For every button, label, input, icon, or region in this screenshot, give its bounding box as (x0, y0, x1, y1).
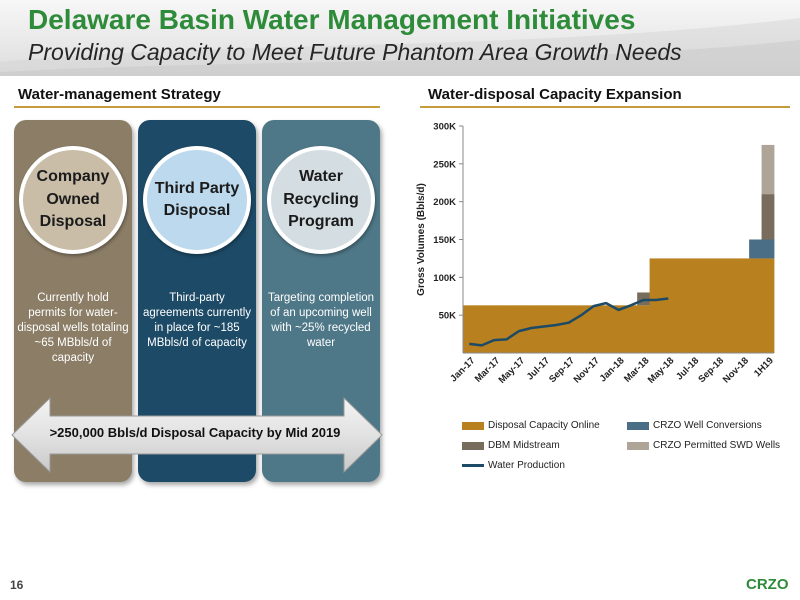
y-axis-label: Gross Volumes (Bbls/d) (416, 183, 427, 296)
legend-swatch (627, 421, 649, 430)
bar-segment (487, 305, 501, 353)
bar-segment (662, 258, 675, 353)
header-band: Delaware Basin Water Management Initiati… (0, 0, 800, 76)
page-title: Delaware Basin Water Management Initiati… (28, 4, 636, 35)
legend-item: Disposal Capacity Online (462, 420, 600, 431)
bar-segment (537, 305, 551, 353)
strategy-heading-rule (14, 106, 380, 108)
pillar-circle-recycling: Water Recycling Program (267, 146, 375, 254)
bar-segment (749, 258, 762, 353)
legend-label: CRZO Well Conversions (653, 420, 762, 431)
pillar-circle-third-party: Third Party Disposal (143, 146, 251, 254)
bar-segment (637, 305, 650, 353)
x-tick-label: May-18 (646, 355, 677, 386)
pillar-title: Company Owned Disposal (36, 168, 110, 231)
legend-item: CRZO Permitted SWD Wells (627, 440, 780, 451)
capacity-banner: >250,000 Bbls/d Disposal Capacity by Mid… (49, 425, 341, 440)
bar-segment (761, 144, 775, 195)
legend-swatch (462, 421, 484, 430)
bar-segment (724, 258, 738, 353)
bar-segment (761, 194, 775, 240)
bar-segment (761, 239, 775, 259)
x-tick-label: Jan-17 (448, 355, 477, 384)
x-tick-label: Nov-18 (721, 355, 751, 385)
pillar-description: Third-party agreements currently in plac… (142, 292, 252, 349)
x-tick-label: Jan-18 (598, 355, 627, 384)
y-tick-label: 250K (433, 159, 456, 170)
legend-label: Water Production (488, 460, 565, 471)
bar-segment (711, 258, 725, 353)
legend-line (462, 464, 484, 467)
bar-segment (463, 305, 476, 353)
bar-segment (736, 258, 750, 353)
legend-item: DBM Midstream (462, 440, 560, 451)
x-tick-label: 1H19 (752, 355, 776, 379)
page-subtitle: Providing Capacity to Meet Future Phanto… (28, 39, 682, 65)
legend-swatch (462, 441, 484, 450)
bar-segment (599, 305, 613, 353)
bar-segment (686, 258, 700, 353)
pillar-description: Currently hold permits for water-disposa… (17, 292, 129, 364)
bar-segment (699, 258, 713, 353)
strategy-heading: Water-management Strategy (18, 86, 221, 103)
bar-segment (749, 239, 762, 259)
bar-segment (624, 305, 638, 353)
pillar-title: Third Party Disposal (154, 179, 240, 219)
x-tick-label: May-17 (497, 355, 528, 386)
y-tick-label: 300K (433, 122, 456, 133)
pillar-title: Water Recycling Program (283, 168, 359, 231)
header-swoosh-decoration (0, 18, 800, 76)
bar-segment (475, 305, 489, 353)
legend-label: DBM Midstream (488, 440, 560, 451)
pillar-circle-company-owned: Company Owned Disposal (19, 146, 127, 254)
bar-segment (562, 305, 576, 353)
bar-segment (550, 305, 563, 353)
y-tick-label: 100K (433, 273, 456, 284)
legend-item: CRZO Well Conversions (627, 420, 762, 431)
bar-segment (612, 305, 626, 353)
legend-swatch (627, 441, 649, 450)
company-logo: CRZO (746, 576, 789, 593)
bar-segment (649, 258, 663, 353)
capacity-chart: 50K100K150K200K250K300KJan-17Mar-17May-1… (416, 122, 776, 386)
bar-segment (674, 258, 688, 353)
chart-heading-rule (420, 106, 790, 108)
bar-segment (587, 305, 601, 353)
legend-label: CRZO Permitted SWD Wells (653, 440, 781, 451)
y-tick-label: 150K (433, 235, 456, 246)
pillar-description: Targeting completion of an upcoming well… (267, 292, 375, 349)
bar-segment (761, 258, 775, 353)
x-tick-label: Sep-17 (547, 355, 577, 385)
y-tick-label: 50K (439, 311, 457, 322)
legend-item: Water Production (462, 460, 565, 471)
y-tick-label: 200K (433, 197, 456, 208)
bar-segment (500, 305, 514, 353)
bar-segment (512, 305, 526, 353)
double-arrow-icon (11, 396, 383, 474)
legend-label: Disposal Capacity Online (488, 420, 600, 431)
page-number: 16 (10, 578, 24, 592)
water-production-line (469, 297, 669, 347)
x-tick-label: Sep-18 (696, 355, 726, 385)
x-tick-label: Nov-17 (572, 355, 602, 385)
chart-heading: Water-disposal Capacity Expansion (428, 86, 682, 103)
